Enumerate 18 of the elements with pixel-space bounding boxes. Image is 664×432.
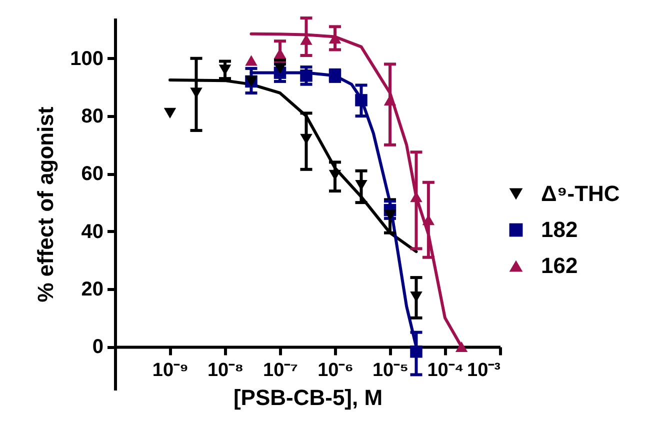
y-tick-label: 60 xyxy=(81,163,104,186)
y-tick-label: 40 xyxy=(81,220,104,243)
y-axis-title: % effect of agonist xyxy=(33,106,58,302)
x-tick-label: 10⁻⁶ xyxy=(318,360,354,382)
y-tick-label: 100 xyxy=(70,48,104,70)
x-tick-label: 10⁻³ xyxy=(467,360,500,382)
y-tick-label: 80 xyxy=(81,106,104,128)
legend-label: 182 xyxy=(541,217,578,242)
x-tick-label: 10⁻⁷ xyxy=(263,360,298,382)
x-axis-title: [PSB-CB-5], M xyxy=(233,385,383,410)
x-tick-label: 10⁻⁵ xyxy=(372,360,409,382)
y-tick-label: 0 xyxy=(92,336,104,358)
y-tick-label: 20 xyxy=(81,278,104,301)
legend-label: Δ⁹-THC xyxy=(541,181,620,206)
x-tick-label: 10⁻⁴ xyxy=(427,360,464,382)
x-tick-label: 10⁻⁸ xyxy=(207,360,244,382)
legend-label: 162 xyxy=(541,253,578,278)
x-tick-label: 10⁻⁹ xyxy=(152,360,189,382)
